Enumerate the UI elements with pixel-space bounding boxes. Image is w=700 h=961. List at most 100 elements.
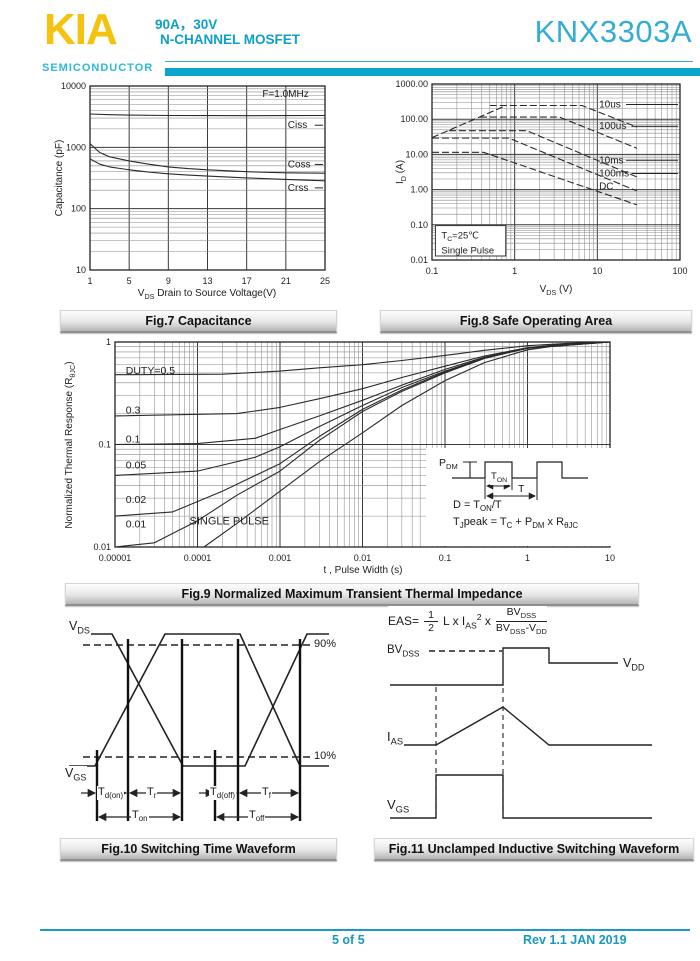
svg-text:Coss: Coss [288, 159, 311, 170]
svg-text:17: 17 [242, 276, 252, 286]
fig11-caption: Fig.11 Unclamped Inductive Switching Wav… [374, 838, 694, 861]
pdm-label: PDM [438, 457, 459, 472]
toff-label: Toff [248, 809, 266, 824]
svg-text:10000: 10000 [61, 81, 86, 91]
tj-peak-formula: TJpeak = TC + PDM x RθJC [452, 516, 580, 531]
svg-text:0.1: 0.1 [426, 266, 439, 276]
tdoff-label: Td(off) [209, 786, 237, 801]
timing-marker-tall [126, 639, 302, 821]
svg-text:0.1: 0.1 [126, 433, 141, 445]
svg-text:0.02: 0.02 [126, 494, 147, 506]
svg-text:VDS (V): VDS (V) [540, 284, 573, 297]
svg-text:Single Pulse: Single Pulse [441, 246, 494, 257]
eas-bv-den: BVDSS-VDD [495, 621, 547, 636]
fig9-caption: Fig.9 Normalized Maximum Transient Therm… [65, 583, 639, 606]
svg-text:0.1: 0.1 [98, 440, 111, 450]
svg-text:10ms: 10ms [599, 155, 623, 166]
svg-text:10: 10 [76, 265, 86, 275]
fig10-caption: Fig.10 Switching Time Waveform [60, 838, 337, 861]
tdon-label: Td(on) [97, 786, 125, 801]
svg-text:1.00: 1.00 [410, 185, 428, 195]
svg-text:SINGLE PULSE: SINGLE PULSE [190, 516, 269, 528]
fig11-uis-waveform [390, 647, 652, 819]
svg-text:25: 25 [320, 276, 330, 286]
svg-text:VDS Drain to Source Voltage(V): VDS Drain to Source Voltage(V) [138, 288, 276, 301]
svg-text:Ciss: Ciss [288, 120, 307, 131]
semiconductor-label: SEMICONDUCTOR [42, 62, 154, 74]
ias-trace [390, 706, 652, 746]
svg-text:100us: 100us [599, 121, 626, 132]
svg-text:13: 13 [202, 276, 212, 286]
device-type-label: N-CHANNEL MOSFET [160, 32, 300, 47]
duty-formula: D = TON/T [452, 499, 503, 514]
header-thin-rule [165, 61, 693, 62]
svg-text:9: 9 [166, 276, 171, 286]
eas-bv-fraction: BVDSS BVDSS-VDD [495, 606, 547, 637]
eas-mid: L x IAS2 x [443, 612, 491, 631]
header-accent-bar [165, 68, 700, 76]
dashed-verticals [435, 687, 504, 814]
svg-text:DC: DC [599, 182, 613, 193]
vds-label: VDS [68, 619, 91, 636]
svg-text:1: 1 [525, 553, 530, 563]
svg-text:10.00: 10.00 [405, 149, 428, 159]
svg-text:Crss: Crss [288, 183, 309, 194]
vgs-trace [69, 633, 329, 767]
ninety-percent-label: 90% [313, 638, 338, 651]
svg-text:100: 100 [71, 204, 86, 214]
svg-text:0.1: 0.1 [439, 553, 452, 563]
vgs-label-2: VGS [386, 797, 411, 816]
svg-text:TC=25℃: TC=25℃ [441, 231, 479, 244]
svg-text:21: 21 [281, 276, 291, 286]
svg-text:Normalized Thermal Response (R: Normalized Thermal Response (RθJC) [64, 361, 77, 528]
svg-text:1000.00: 1000.00 [395, 79, 428, 89]
tf-label: Tf [261, 786, 272, 801]
ias-label: IAS [386, 729, 405, 748]
fraction-bar [495, 620, 547, 622]
svg-text:100ms: 100ms [599, 169, 629, 180]
svg-text:0.05: 0.05 [126, 460, 147, 472]
tr-label: Tr [146, 786, 158, 801]
bvdss-label: BVDSS [386, 644, 421, 659]
svg-text:1: 1 [106, 337, 111, 347]
svg-text:0.01: 0.01 [126, 518, 147, 530]
svg-text:0.3: 0.3 [126, 405, 141, 417]
svg-text:0.01: 0.01 [93, 542, 111, 552]
svg-text:ID (A): ID (A) [395, 160, 408, 184]
vds-trace [390, 647, 618, 686]
svg-text:10: 10 [592, 266, 602, 276]
fig8-caption: Fig.8 Safe Operating Area [380, 310, 692, 333]
timing-ticks [484, 478, 538, 500]
eas-half-fraction: 1 2 [424, 608, 439, 634]
eas-half-num: 1 [428, 608, 434, 621]
svg-text:10us: 10us [599, 99, 621, 110]
timing-marker-short [95, 750, 217, 821]
pdm-measure-bracket [463, 461, 477, 479]
ten-percent-label: 10% [313, 750, 338, 763]
footer-rule [40, 929, 690, 931]
vgs-label: VGS [64, 766, 88, 783]
fig7-caption: Fig.7 Capacitance [60, 310, 337, 333]
svg-text:F=1.0MHz: F=1.0MHz [262, 89, 308, 100]
svg-text:0.001: 0.001 [269, 553, 292, 563]
fig7-capacitance-chart: 1 5 9 13 17 21 25 10000 1000 100 10 VDS Drain to So… [54, 81, 330, 301]
svg-text:0.01: 0.01 [410, 255, 428, 265]
kia-logo: KIA [44, 5, 118, 54]
eas-lhs: EAS= [388, 614, 420, 629]
vdd-label: VDD [622, 656, 646, 673]
eas-bv-num: BVDSS [506, 606, 537, 621]
svg-text:Capacitance (pF): Capacitance (pF) [54, 140, 65, 217]
svg-text:0.00001: 0.00001 [99, 553, 132, 563]
power-pulse-train [452, 461, 588, 479]
svg-text:0.01: 0.01 [354, 553, 372, 563]
svg-text:1: 1 [512, 266, 517, 276]
svg-text:100.00: 100.00 [400, 114, 428, 124]
svg-text:0.10: 0.10 [410, 220, 428, 230]
svg-text:1: 1 [87, 276, 92, 286]
svg-text:t , Pulse Width (s): t , Pulse Width (s) [324, 565, 403, 576]
fig10-switching-waveform [69, 633, 329, 822]
fraction-bar [424, 620, 439, 622]
svg-text:0.0001: 0.0001 [184, 553, 212, 563]
part-number: KNX3303A [534, 14, 692, 49]
